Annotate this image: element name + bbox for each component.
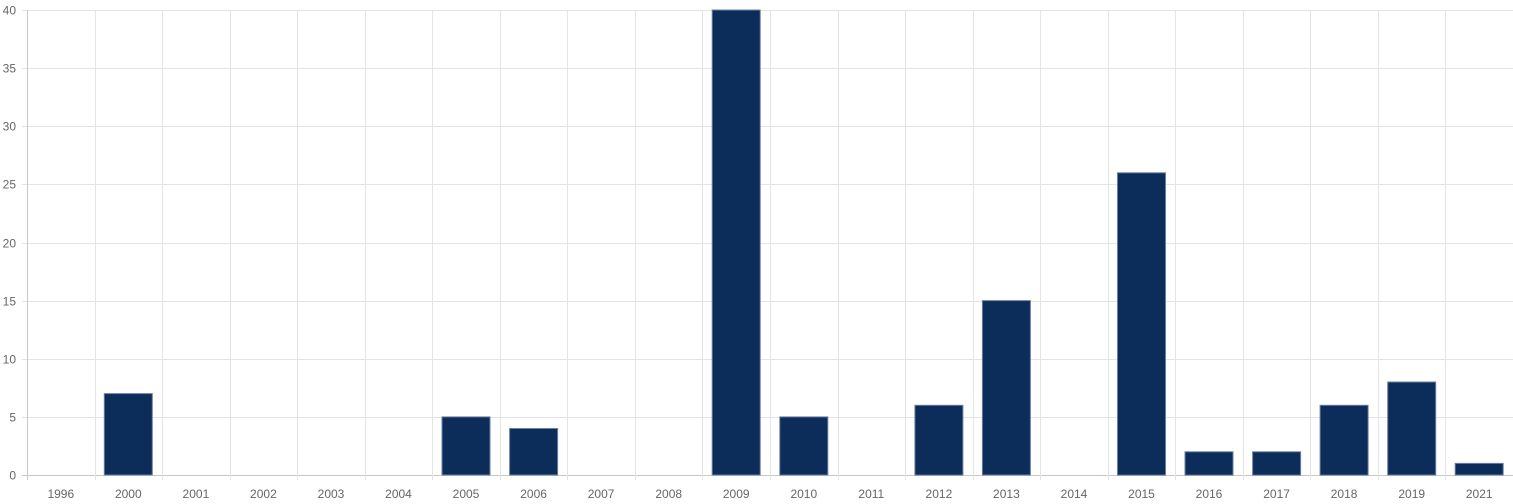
- bar-2018[interactable]: [1319, 404, 1369, 476]
- x-tick-label: 2002: [250, 487, 277, 501]
- x-tick-label: 2016: [1196, 487, 1223, 501]
- y-tick-label: 20: [3, 237, 17, 251]
- x-tick-label: 2019: [1398, 487, 1425, 501]
- x-tick-label: 2005: [453, 487, 480, 501]
- y-tick-label: 40: [3, 4, 17, 18]
- bar-2019[interactable]: [1387, 381, 1437, 476]
- x-tick-label: 2000: [115, 487, 142, 501]
- x-tick-label: 2013: [993, 487, 1020, 501]
- x-tick-label: 2021: [1466, 487, 1493, 501]
- y-tick-label: 10: [3, 353, 17, 367]
- y-tick-label: 5: [9, 411, 16, 425]
- x-tick-label: 2014: [1061, 487, 1088, 501]
- x-tick-label: 2008: [655, 487, 682, 501]
- labels-layer: 0 5 10 15 20 25 30 35 40 1996 2000 2001 2002 2003 2004…: [3, 4, 1493, 502]
- bar-2021[interactable]: [1454, 462, 1504, 476]
- bar-2010[interactable]: [779, 416, 829, 476]
- bar-2013[interactable]: [981, 300, 1031, 476]
- x-tick-label: 2007: [588, 487, 615, 501]
- bar-2012[interactable]: [914, 404, 964, 476]
- x-tick-label: 2003: [318, 487, 345, 501]
- x-tick-label: 2011: [858, 487, 884, 501]
- x-tick-label: 2010: [790, 487, 817, 501]
- bar-2005[interactable]: [441, 416, 491, 476]
- x-tick-label: 2017: [1263, 487, 1290, 501]
- y-tick-label: 30: [3, 120, 17, 134]
- bars-layer: [103, 9, 1504, 476]
- x-tick-label: 2018: [1331, 487, 1358, 501]
- x-tick-label: 2004: [385, 487, 412, 501]
- y-tick-label: 35: [3, 62, 17, 76]
- y-tick-label: 25: [3, 178, 17, 192]
- grid-layer: [22, 10, 1513, 480]
- bar-2017[interactable]: [1252, 451, 1302, 476]
- y-tick-label: 15: [3, 295, 17, 309]
- y-tick-label: 0: [9, 469, 16, 483]
- x-tick-label: 2015: [1128, 487, 1155, 501]
- x-tick-label: 2006: [520, 487, 547, 501]
- bar-2000[interactable]: [103, 393, 153, 476]
- x-tick-label: 1996: [47, 487, 74, 501]
- bar-2006[interactable]: [509, 428, 559, 476]
- x-tick-label: 2012: [926, 487, 953, 501]
- bar-2009[interactable]: [711, 9, 761, 476]
- x-tick-label: 2001: [183, 487, 210, 501]
- bar-2016[interactable]: [1184, 451, 1234, 476]
- bar-2015[interactable]: [1117, 172, 1166, 476]
- x-tick-label: 2009: [723, 487, 750, 501]
